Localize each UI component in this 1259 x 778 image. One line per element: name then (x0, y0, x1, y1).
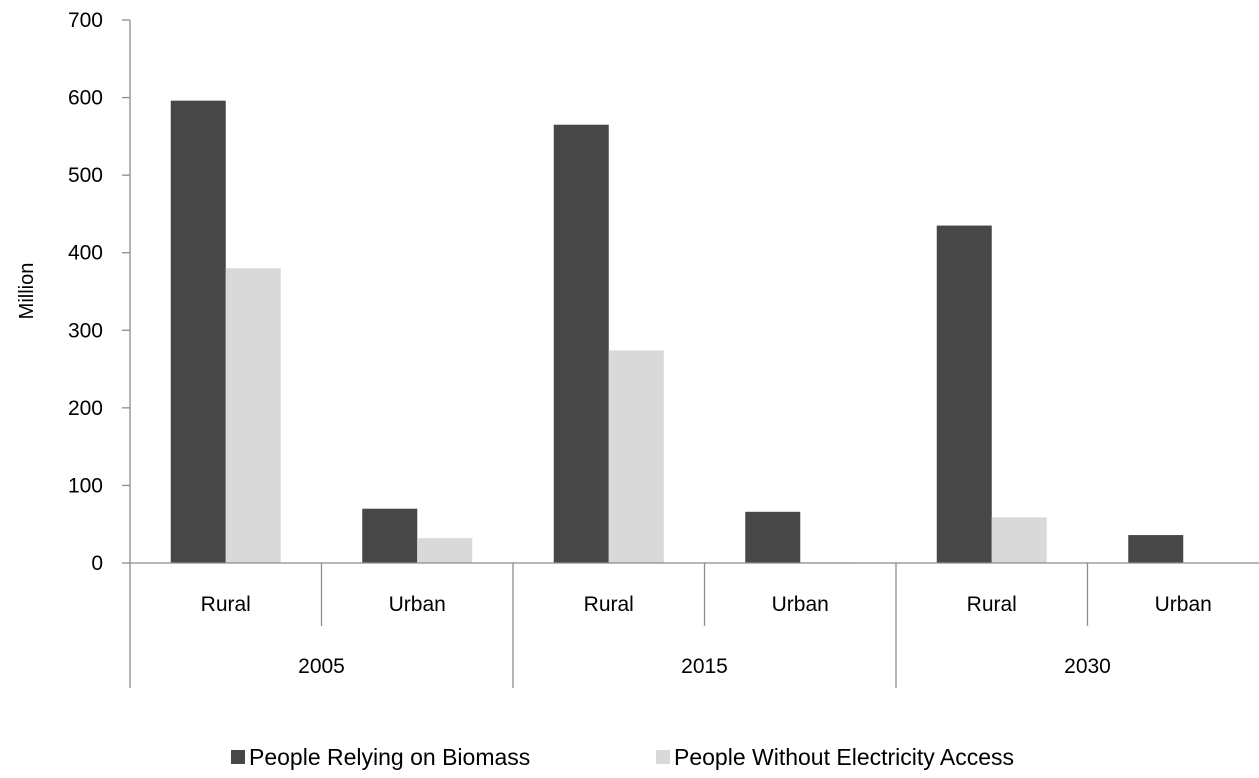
y-tick-label: 700 (68, 9, 103, 32)
x-group-label: 2030 (1064, 655, 1111, 678)
y-tick-label: 500 (68, 164, 103, 187)
x-category-label: Rural (584, 593, 634, 616)
bar-biomass-2 (553, 124, 609, 563)
x-group-label: 2015 (681, 655, 728, 678)
y-tick-label: 200 (68, 397, 103, 420)
bar-biomass-4 (936, 225, 992, 564)
legend-label-no-electricity: People Without Electricity Access (674, 744, 1014, 770)
bars (170, 100, 1184, 564)
x-category-label: Urban (389, 593, 446, 616)
x-category-label: Urban (772, 593, 829, 616)
x-category-label: Rural (967, 593, 1017, 616)
bar-no-electricity-1 (417, 538, 473, 563)
y-axis-title: Million (16, 263, 38, 320)
bar-no-electricity-0 (225, 268, 281, 563)
x-group-label: 2005 (298, 655, 345, 678)
y-tick-label: 600 (68, 87, 103, 110)
y-axis-title-group: Million (16, 263, 38, 320)
bar-biomass-0 (170, 100, 226, 563)
y-axis: 0 100 200 300 400 500 600 700 (68, 9, 131, 575)
x-axis: Rural Urban Rural Urban Rural Urban 2005 2015 20… (129, 562, 1259, 688)
bar-no-electricity-4 (991, 517, 1047, 563)
legend-swatch-biomass (231, 750, 245, 764)
y-tick-label: 300 (68, 319, 103, 342)
legend-label-biomass: People Relying on Biomass (249, 744, 530, 770)
y-tick-label: 100 (68, 474, 103, 497)
legend: People Relying on Biomass People Without … (231, 744, 1014, 770)
x-category-label: Urban (1155, 593, 1212, 616)
bar-biomass-1 (362, 508, 418, 563)
y-tick-label: 0 (91, 552, 103, 575)
bar-biomass-5 (1128, 535, 1184, 563)
bar-no-electricity-2 (608, 350, 664, 563)
y-tick-label: 400 (68, 242, 103, 265)
legend-swatch-no-electricity (656, 750, 670, 764)
x-category-label: Rural (201, 593, 251, 616)
bar-biomass-3 (745, 511, 801, 563)
